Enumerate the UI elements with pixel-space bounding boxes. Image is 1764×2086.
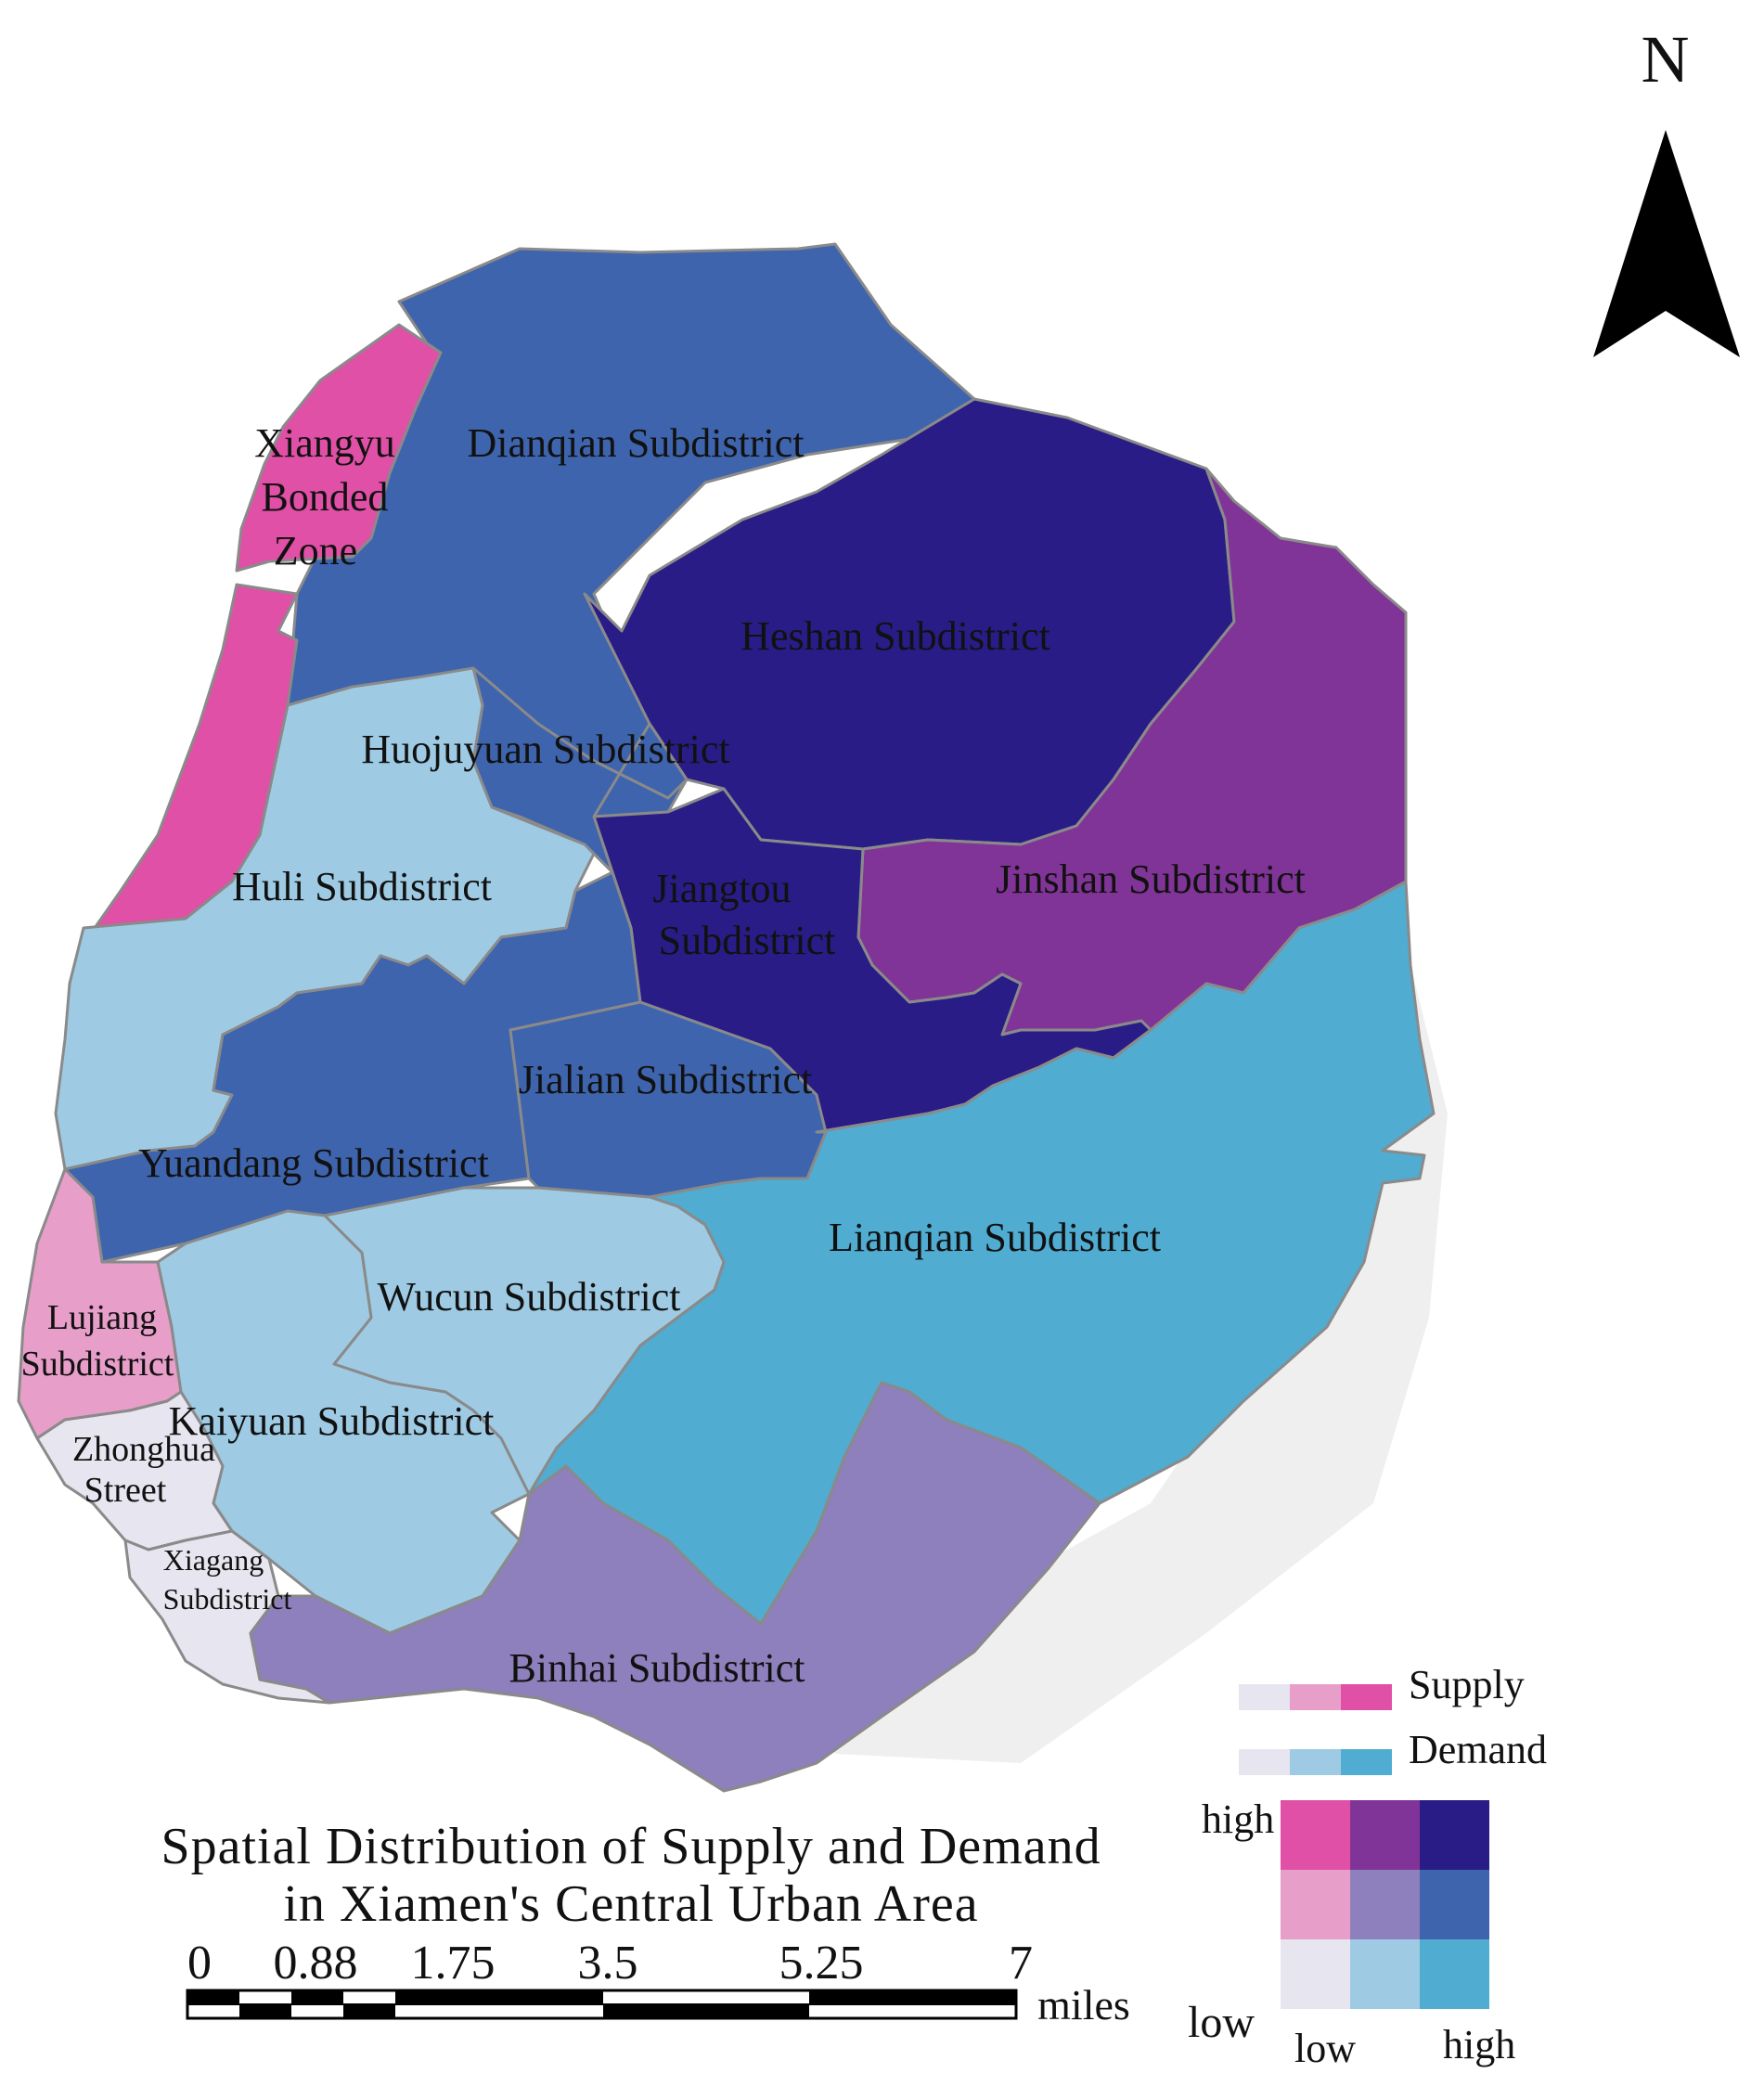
legend-supply-label: Supply xyxy=(1409,1662,1525,1707)
scale-unit: miles xyxy=(1037,1981,1130,2028)
legend-x-low: low xyxy=(1294,2026,1356,2071)
bivariate-cell xyxy=(1420,1939,1489,2009)
scale-seg xyxy=(187,1990,239,2004)
north-label: N xyxy=(1642,22,1691,97)
bivariate-cell xyxy=(1281,1939,1350,2009)
scale-tick-0: 0 xyxy=(187,1937,212,1989)
label-lujiang-1: Lujiang xyxy=(47,1298,157,1337)
bivariate-cell xyxy=(1281,1800,1350,1870)
supply-swatch-mid xyxy=(1290,1684,1341,1710)
scale-tick-5: 7 xyxy=(1009,1937,1033,1989)
legend-demand-label: Demand xyxy=(1409,1727,1547,1772)
legend-x-high: high xyxy=(1443,2022,1515,2067)
label-dianqian: Dianqian Subdistrict xyxy=(468,420,805,466)
label-yuandang: Yuandang Subdistrict xyxy=(138,1140,489,1186)
label-jialian: Jialian Subdistrict xyxy=(519,1057,813,1102)
label-zhonghua-2: Street xyxy=(84,1471,167,1510)
demand-swatch-low xyxy=(1239,1749,1290,1775)
north-arrow: N xyxy=(1593,22,1740,357)
scale-tick-4: 5.25 xyxy=(779,1937,864,1989)
label-xiangyu-3: Zone xyxy=(274,528,357,573)
label-lianqian: Lianqian Subdistrict xyxy=(829,1215,1161,1260)
north-arrow-icon xyxy=(1593,130,1740,357)
legend-y-low: low xyxy=(1188,1998,1255,2047)
label-kaiyuan: Kaiyuan Subdistrict xyxy=(169,1398,495,1444)
demand-swatch-high xyxy=(1341,1749,1392,1775)
region-zhonghua xyxy=(35,1390,234,1552)
scale-seg xyxy=(395,1990,603,2004)
legend-y-high: high xyxy=(1202,1796,1274,1842)
legend: Supply Demand high low low high xyxy=(1188,1662,1547,2071)
map-title-line2: in Xiamen's Central Urban Area xyxy=(283,1875,978,1933)
label-xiagang-2: Subdistrict xyxy=(163,1582,292,1616)
label-huojuyuan: Huojuyuan Subdistrict xyxy=(361,727,729,772)
bivariate-cell xyxy=(1281,1870,1350,1939)
label-xiangyu-2: Bonded xyxy=(262,474,389,520)
bivariate-cell xyxy=(1350,1939,1420,2009)
scale-seg xyxy=(343,2004,395,2018)
island-shadow xyxy=(817,965,1448,1763)
label-jiangtou-1: Jiangtou xyxy=(652,866,791,911)
scale-seg xyxy=(603,2004,809,2018)
label-xiagang-1: Xiagang xyxy=(163,1543,264,1577)
scale-tick-3: 3.5 xyxy=(578,1937,638,1989)
map-title-line1: Spatial Distribution of Supply and Deman… xyxy=(161,1818,1101,1875)
scale-tick-2: 1.75 xyxy=(411,1937,496,1989)
bivariate-cell xyxy=(1420,1870,1489,1939)
label-wucun: Wucun Subdistrict xyxy=(378,1274,681,1320)
supply-swatch-low xyxy=(1239,1684,1290,1710)
scale-bar: 0 0.88 1.75 3.5 5.25 7 miles xyxy=(186,1937,1130,2028)
region-binhai xyxy=(249,1381,1101,1793)
label-huli: Huli Subdistrict xyxy=(232,864,492,909)
scale-tick-1: 0.88 xyxy=(274,1937,358,1989)
label-heshan: Heshan Subdistrict xyxy=(740,613,1050,659)
supply-swatch-high xyxy=(1341,1684,1392,1710)
scale-seg xyxy=(291,1990,343,2004)
bivariate-cell xyxy=(1350,1870,1420,1939)
bivariate-cell xyxy=(1420,1800,1489,1870)
label-zhonghua-1: Zhonghua xyxy=(72,1430,215,1469)
label-lujiang-2: Subdistrict xyxy=(21,1345,174,1384)
scale-seg xyxy=(239,2004,291,2018)
label-binhai: Binhai Subdistrict xyxy=(509,1645,805,1691)
label-jinshan: Jinshan Subdistrict xyxy=(996,856,1306,902)
demand-swatch-mid xyxy=(1290,1749,1341,1775)
label-xiangyu-1: Xiangyu xyxy=(254,420,395,466)
label-jiangtou-2: Subdistrict xyxy=(659,918,836,963)
bivariate-cell xyxy=(1350,1800,1420,1870)
scale-seg xyxy=(809,1990,1016,2004)
